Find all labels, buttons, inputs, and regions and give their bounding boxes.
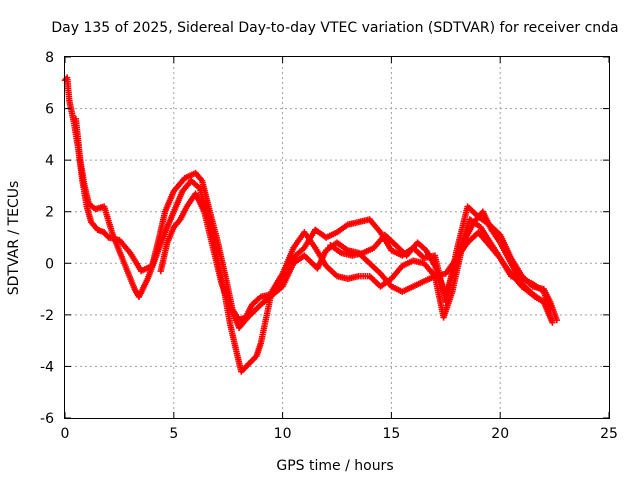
x-tick-label: 0 (61, 426, 70, 442)
y-tick-label: 4 (45, 153, 54, 169)
y-tick-label: 6 (45, 102, 54, 118)
y-tick-label: 8 (45, 50, 54, 66)
x-tick-label: 10 (274, 426, 292, 442)
x-axis-label: GPS time / hours (276, 458, 393, 474)
y-tick-label: 0 (45, 256, 54, 272)
y-tick-label: -6 (40, 411, 54, 427)
series-track-2 (72, 115, 556, 375)
x-tick-label: 20 (491, 426, 509, 442)
chart-title: Day 135 of 2025, Sidereal Day-to-day VTE… (51, 20, 618, 36)
data-marks (61, 74, 560, 375)
x-tick-label: 25 (600, 426, 618, 442)
grid-layer (65, 57, 609, 418)
data-point (544, 301, 552, 308)
x-tick-label: 15 (382, 426, 400, 442)
y-axis-label: SDTVAR / TECUs (6, 181, 22, 296)
data-point (547, 306, 554, 313)
x-tick-label: 5 (169, 426, 178, 442)
series-track-4 (327, 216, 552, 308)
data-point (549, 319, 556, 326)
plot-frame (64, 56, 610, 419)
axis-ticks: 0 5 10 15 20 25 -6 -4 -2 0 2 4 6 8 (40, 50, 618, 442)
y-tick-label: -4 (40, 359, 54, 375)
series-track-1 (61, 74, 560, 324)
y-tick-label: 2 (45, 205, 54, 221)
y-tick-label: -2 (40, 308, 54, 324)
